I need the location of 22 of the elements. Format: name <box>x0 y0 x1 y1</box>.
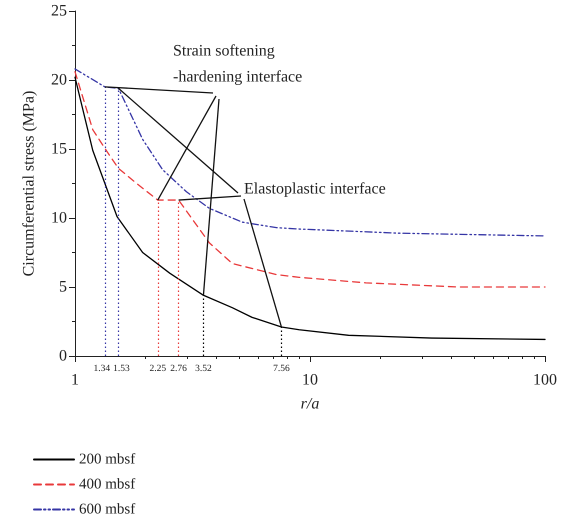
legend-label: 200 mbsf <box>79 452 136 468</box>
y-tick-label: 15 <box>51 140 67 158</box>
annotation: Strain softening -hardening interface <box>173 42 302 86</box>
ref-line-label: 3.52 <box>195 364 212 374</box>
x-tick-label: 1 <box>71 372 79 388</box>
y-tick-label: 10 <box>51 210 67 226</box>
y-tick-label: 0 <box>59 348 67 364</box>
ref-line-label: 1.34 <box>94 364 110 374</box>
x-tick-label: 100 <box>533 372 557 388</box>
annotation: Elastoplastic interface <box>244 180 386 198</box>
x-axis-title: r/a <box>300 396 320 412</box>
y-tick-label: 5 <box>59 278 67 296</box>
y-axis-title: Circumferential stress (MPa) <box>20 90 38 276</box>
ref-line-label: 7.56 <box>273 364 290 374</box>
ref-line-label: 2.76 <box>170 364 188 374</box>
x-tick-label: 10 <box>302 372 318 388</box>
legend-label: 400 mbsf <box>79 476 136 492</box>
ref-line-label: 2.25 <box>149 364 166 374</box>
legend-label: 600 mbsf <box>79 502 136 518</box>
y-tick-label: 25 <box>51 2 67 20</box>
y-tick-label: 20 <box>51 72 67 88</box>
ref-line-label: 1.53 <box>113 364 130 374</box>
